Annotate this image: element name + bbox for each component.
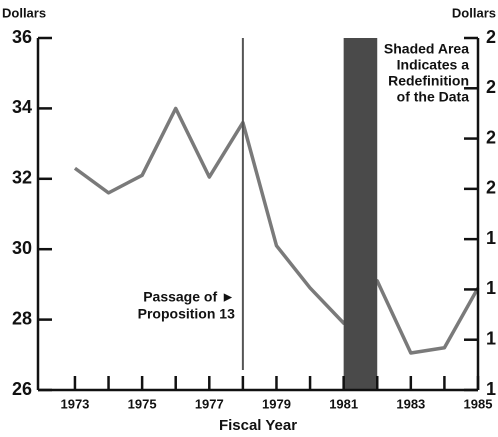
y2-tick-label: 2 bbox=[486, 178, 496, 198]
y-tick-label: 36 bbox=[12, 27, 32, 47]
shaded-note: Indicates a bbox=[397, 57, 470, 73]
shaded-note: Shaded Area bbox=[384, 41, 469, 57]
y2-tick-label: 2 bbox=[486, 27, 496, 47]
shaded-note: Redefinition bbox=[388, 73, 469, 89]
y2-tick-label: 1 bbox=[486, 328, 496, 348]
x-tick-label: 1975 bbox=[128, 396, 157, 411]
x-tick-label: 1977 bbox=[195, 396, 224, 411]
y-tick-label: 26 bbox=[12, 379, 32, 399]
y-axis-label: Dollars bbox=[2, 5, 46, 20]
event-note: Proposition 13 bbox=[138, 306, 235, 322]
shaded-note: of the Data bbox=[397, 89, 470, 105]
x-tick-label: 1973 bbox=[60, 396, 89, 411]
y-tick-label: 30 bbox=[12, 238, 32, 258]
event-note: Passage of ► bbox=[143, 289, 235, 305]
y2-tick-label: 2 bbox=[486, 77, 496, 97]
shaded-region bbox=[343, 38, 378, 390]
x-tick-label: 1985 bbox=[464, 396, 493, 411]
x-tick-label: 1983 bbox=[396, 396, 425, 411]
y-tick-label: 28 bbox=[12, 308, 32, 328]
y2-tick-label: 2 bbox=[486, 127, 496, 147]
y2-tick-label: 1 bbox=[486, 228, 496, 248]
x-tick-label: 1981 bbox=[329, 396, 358, 411]
x-tick-label: 1979 bbox=[262, 396, 291, 411]
x-axis-label: Fiscal Year bbox=[219, 417, 297, 434]
data-line bbox=[73, 106, 480, 355]
y2-axis-label: Dollars bbox=[452, 5, 496, 20]
y2-tick-label: 1 bbox=[486, 379, 496, 399]
y-tick-label: 34 bbox=[12, 97, 32, 117]
y2-tick-label: 1 bbox=[486, 278, 496, 298]
y-tick-label: 32 bbox=[12, 168, 32, 188]
